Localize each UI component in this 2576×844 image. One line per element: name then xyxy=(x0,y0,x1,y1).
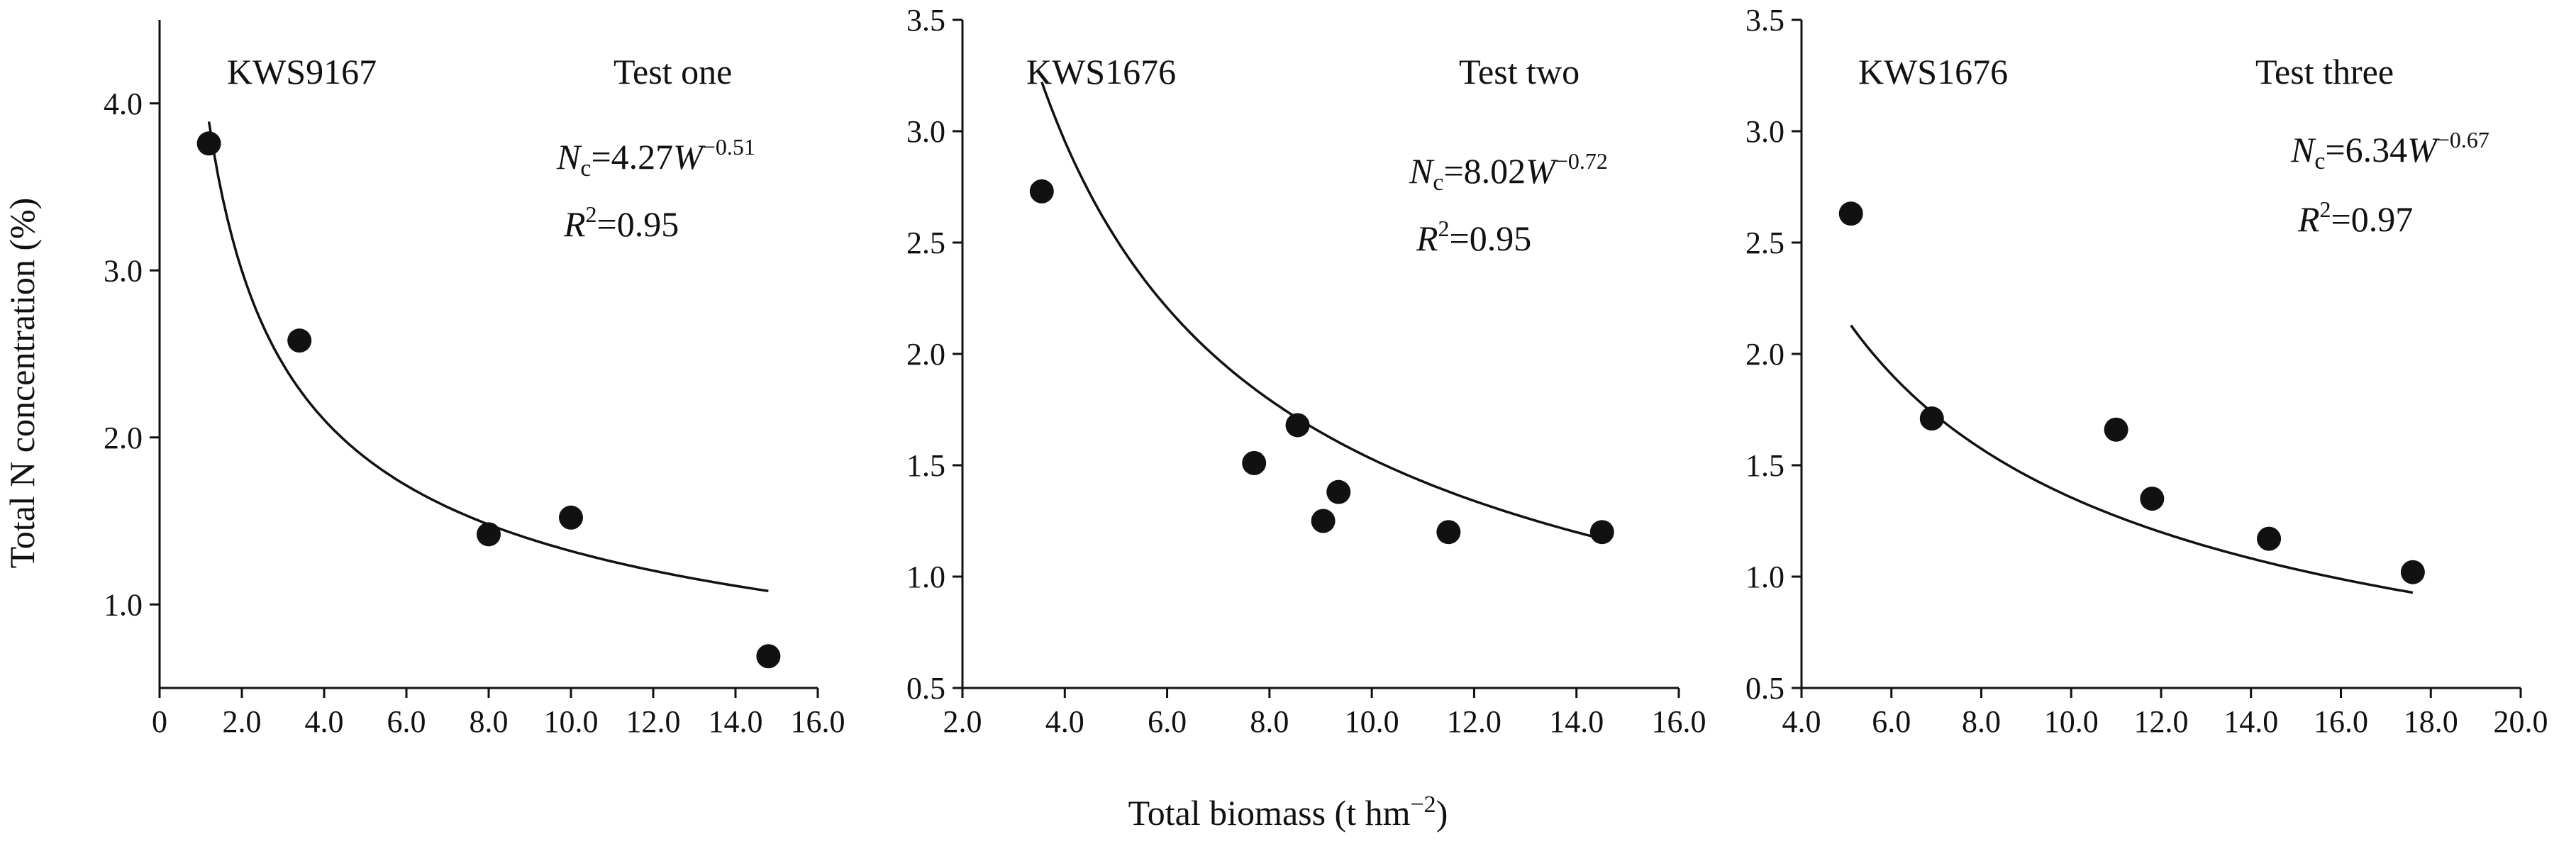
x-tick-label: 6.0 xyxy=(1148,704,1187,739)
data-point xyxy=(477,522,501,547)
y-tick-label: 2.0 xyxy=(104,421,143,455)
x-tick-label: 10.0 xyxy=(2044,704,2099,739)
data-point xyxy=(1326,479,1351,504)
test-label: Test three xyxy=(2255,52,2394,91)
x-tick-label: 8.0 xyxy=(1250,704,1289,739)
data-point xyxy=(1589,520,1614,545)
y-tick-label: 1.0 xyxy=(906,560,945,594)
x-axis-title: Total biomass (t hm−2) xyxy=(1128,792,1448,833)
x-tick-label: 10.0 xyxy=(544,704,599,739)
x-tick-label: 4.0 xyxy=(1045,704,1084,739)
data-point xyxy=(559,505,583,530)
fit-curve xyxy=(207,121,769,593)
x-tick-label: 16.0 xyxy=(791,704,845,739)
fit-curve xyxy=(1850,324,2414,594)
x-tick-label: 12.0 xyxy=(626,704,681,739)
x-tick-label: 12.0 xyxy=(2134,704,2189,739)
y-tick-label: 2.0 xyxy=(906,337,945,372)
cultivar-label: KWS1676 xyxy=(1026,52,1176,91)
y-tick-label: 1.5 xyxy=(906,448,945,483)
y-tick-label: 2.5 xyxy=(906,226,945,260)
data-point xyxy=(196,131,221,156)
x-tick-label: 16.0 xyxy=(2314,704,2368,739)
x-tick-label: 2.0 xyxy=(223,704,262,739)
x-tick-label: 10.0 xyxy=(1345,704,1399,739)
y-tick-label: 1.0 xyxy=(1745,560,1784,594)
x-tick-label: 16.0 xyxy=(1652,704,1706,739)
fit-curve xyxy=(1040,82,1603,540)
y-axis-title: Total N concentration (%) xyxy=(2,198,42,569)
y-tick-label: 2.5 xyxy=(1745,226,1784,260)
y-tick-label: 3.0 xyxy=(906,114,945,149)
y-tick-label: 3.0 xyxy=(1745,114,1784,149)
fit-equation: Nc=4.27W−0.51 xyxy=(556,134,755,182)
data-point xyxy=(2400,560,2425,584)
data-point xyxy=(1838,201,1863,226)
chart-panel: 2.0 4.0 6.0 8.0 10.0 12.0 14.0 16.0 0.5 1.0 1.5 2.0… xyxy=(906,3,1706,739)
data-point xyxy=(1919,406,1944,431)
data-point xyxy=(756,644,781,669)
y-tick-label: 3.5 xyxy=(906,3,945,38)
y-tick-label: 1.5 xyxy=(1745,448,1784,483)
y-tick-label: 2.0 xyxy=(1745,337,1784,372)
x-tick-label: 20.0 xyxy=(2494,704,2548,739)
y-tick-label: 3.5 xyxy=(1745,3,1784,38)
x-tick-label: 4.0 xyxy=(305,704,344,739)
r-squared: R2=0.95 xyxy=(563,201,679,244)
x-tick-label: 0 xyxy=(152,704,167,739)
y-tick-label: 1.0 xyxy=(104,587,143,622)
data-point xyxy=(2104,417,2128,442)
x-tick-label: 14.0 xyxy=(2224,704,2278,739)
x-tick-label: 12.0 xyxy=(1447,704,1501,739)
y-tick-label: 3.0 xyxy=(104,253,143,288)
data-point xyxy=(1436,520,1461,545)
fit-equation: Nc=6.34W−0.67 xyxy=(2290,127,2489,174)
fit-equation: Nc=8.02W−0.72 xyxy=(1409,148,1608,196)
x-tick-label: 4.0 xyxy=(1782,704,1821,739)
cultivar-label: KWS1676 xyxy=(1858,52,2008,91)
chart-panel: 0 2.0 4.0 6.0 8.0 10.0 12.0 14.0 16.0 1.0 2.0 3.0 4.… xyxy=(104,20,845,739)
data-point xyxy=(2140,487,2165,511)
x-tick-label: 6.0 xyxy=(1872,704,1911,739)
y-tick-label: 4.0 xyxy=(104,87,143,121)
test-label: Test two xyxy=(1459,52,1580,91)
x-tick-label: 6.0 xyxy=(387,704,426,739)
data-point xyxy=(1029,179,1054,204)
chart-panel: 4.0 6.0 8.0 10.0 12.0 14.0 16.0 18.0 20.0 0.5 1.0 1… xyxy=(1745,3,2548,739)
r-squared: R2=0.95 xyxy=(1416,216,1531,258)
data-point xyxy=(287,328,312,353)
data-point xyxy=(2257,526,2282,551)
data-point xyxy=(1242,450,1267,475)
data-point xyxy=(1285,413,1310,438)
x-tick-label: 18.0 xyxy=(2404,704,2458,739)
x-tick-label: 14.0 xyxy=(1549,704,1604,739)
x-tick-label: 8.0 xyxy=(470,704,509,739)
data-point xyxy=(1311,509,1336,533)
x-tick-label: 2.0 xyxy=(943,704,982,739)
test-label: Test one xyxy=(614,52,732,91)
x-tick-label: 8.0 xyxy=(1962,704,2001,739)
y-tick-label: 0.5 xyxy=(906,671,945,706)
y-tick-label: 0.5 xyxy=(1745,671,1784,706)
r-squared: R2=0.97 xyxy=(2297,196,2413,239)
cultivar-label: KWS9167 xyxy=(227,52,377,91)
x-tick-label: 14.0 xyxy=(709,704,763,739)
